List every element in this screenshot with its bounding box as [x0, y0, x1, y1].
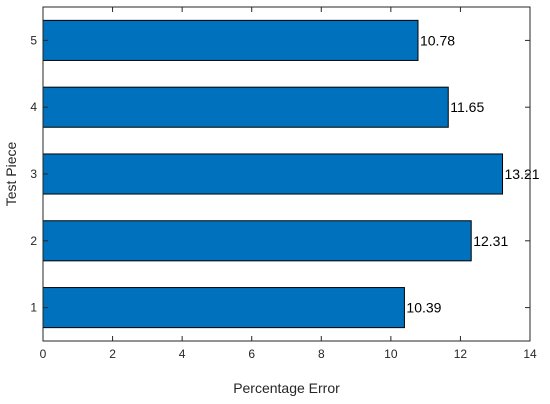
data-label-test-piece-1: 10.39: [406, 300, 441, 316]
data-label-test-piece-3: 13.21: [505, 166, 540, 182]
x-tick-label: 12: [454, 347, 468, 361]
data-labels-group: 10.39 12.31 13.21 11.65 10.78: [406, 32, 539, 315]
y-tick-label: 5: [30, 33, 37, 47]
bars-group: [42, 19, 504, 329]
data-label-test-piece-2: 12.31: [473, 233, 508, 249]
bar-test-piece-3: [42, 153, 504, 195]
bar-test-piece-4: [42, 86, 449, 128]
x-tick-label: 4: [179, 347, 186, 361]
y-tick-label: 2: [30, 234, 37, 248]
x-tick-label: 0: [40, 347, 47, 361]
data-label-test-piece-4: 11.65: [450, 99, 484, 115]
x-axis-ticks: 0 2 4 6 8 10 12 14: [40, 7, 537, 361]
bar-test-piece-1: [42, 287, 405, 329]
y-tick-label: 1: [30, 301, 37, 315]
bar-test-piece-2: [42, 220, 472, 262]
y-axis-ticks: 1 2 3 4 5: [30, 33, 530, 315]
x-tick-label: 10: [384, 347, 398, 361]
bar-test-piece-5: [42, 19, 419, 61]
y-tick-label: 3: [30, 167, 37, 181]
y-tick-label: 4: [30, 100, 37, 114]
y-axis-label: Test Piece: [3, 141, 19, 206]
x-tick-label: 8: [318, 347, 325, 361]
x-tick-label: 2: [109, 347, 116, 361]
x-axis-label: Percentage Error: [233, 380, 340, 396]
data-label-test-piece-5: 10.78: [420, 32, 455, 48]
x-tick-label: 6: [248, 347, 255, 361]
x-tick-label: 14: [523, 347, 537, 361]
